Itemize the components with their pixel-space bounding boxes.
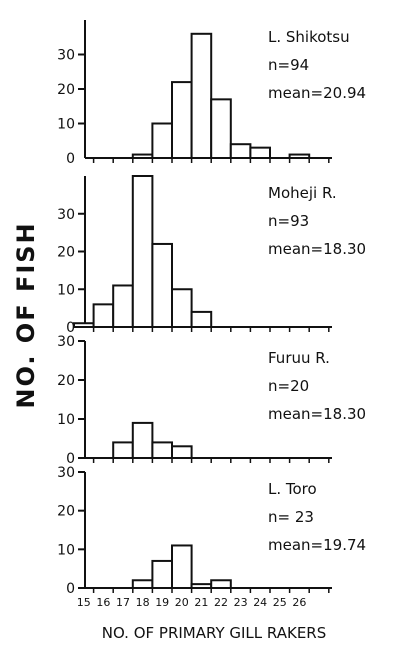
x-tick-label: 21 (194, 596, 208, 609)
y-tick-label: 20 (57, 245, 75, 261)
histogram-bar (131, 153, 154, 160)
site-label: L. Shikotsu (268, 28, 350, 46)
histogram-bar (288, 153, 311, 160)
histogram-bar (171, 288, 193, 328)
y-tick-label: 20 (57, 373, 75, 389)
y-tick-label: 10 (57, 282, 75, 298)
histogram-bar (190, 310, 213, 328)
y-tick-label: 30 (57, 334, 75, 350)
histogram-bar (92, 303, 115, 329)
histogram-bar (151, 559, 173, 590)
histogram-bar (131, 579, 154, 589)
histogram-bar (249, 146, 271, 159)
y-tick-label: 0 (66, 151, 75, 167)
x-tick-label: 23 (234, 596, 248, 609)
y-tick-label: 0 (66, 451, 75, 467)
n-label: n= 23 (268, 508, 314, 526)
histogram-bar (190, 583, 213, 590)
mean-label: mean=18.30 (268, 240, 366, 258)
x-tick-label: 19 (155, 596, 169, 609)
x-tick-label: 15 (77, 596, 91, 609)
y-tick-label: 0 (66, 320, 75, 336)
site-label: Furuu R. (268, 349, 330, 367)
y-tick-label: 20 (57, 82, 75, 98)
x-tick-label: 18 (136, 596, 150, 609)
y-tick-label: 30 (57, 48, 75, 64)
histogram-bar (210, 98, 232, 159)
y-tick-label: 30 (57, 207, 75, 223)
x-tick-label: 24 (253, 596, 267, 609)
panel-2: 0 10 20 30 Moheji R. n=93 mean=18.30 (57, 175, 366, 336)
y-tick-label: 10 (57, 412, 75, 428)
x-tick-label: 16 (96, 596, 110, 609)
x-tick-label: 17 (116, 596, 130, 609)
x-tick-label: 20 (175, 596, 189, 609)
y-axis-label: NO. OF FISH (12, 221, 40, 408)
site-label: Moheji R. (268, 184, 337, 202)
y-tick-label: 10 (57, 542, 75, 558)
mean-label: mean=18.30 (268, 405, 366, 423)
site-label: L. Toro (268, 480, 317, 498)
mean-label: mean=20.94 (268, 84, 366, 102)
histogram-bar (190, 32, 213, 159)
panel-3: 0 10 20 30 Furuu R. n=20 mean=18.30 (57, 334, 366, 467)
y-tick-label: 0 (66, 581, 75, 597)
x-tick-label: 26 (292, 596, 306, 609)
histogram-bar (151, 242, 173, 328)
y-tick-label: 30 (57, 465, 75, 481)
y-tick-label: 10 (57, 117, 75, 133)
histogram-bar (229, 143, 252, 159)
x-tick-label: 22 (214, 596, 228, 609)
histogram-bar (112, 441, 134, 459)
n-label: n=93 (268, 212, 309, 230)
histogram-bar (171, 544, 193, 590)
histogram-bar (171, 445, 193, 459)
histogram-bar (131, 421, 154, 459)
n-label: n=94 (268, 56, 309, 74)
panel-1: 0 10 20 30 L. Shikotsu n=94 mean=20.94 (57, 20, 366, 167)
histogram-bar (112, 284, 134, 329)
histogram-bar (73, 322, 95, 329)
histogram-bar (151, 441, 173, 459)
x-axis-label: NO. OF PRIMARY GILL RAKERS (102, 624, 327, 642)
histogram-bar (171, 81, 193, 159)
panel-4: 0 10 20 30 L. Toro n= 23 mean=19.74 (57, 465, 366, 597)
y-tick-label: 20 (57, 504, 75, 520)
x-tick-label: 25 (273, 596, 287, 609)
histogram-bar (151, 122, 173, 159)
mean-label: mean=19.74 (268, 536, 366, 554)
histogram-bar (131, 175, 154, 328)
histogram-bar (210, 579, 232, 589)
n-label: n=20 (268, 377, 309, 395)
